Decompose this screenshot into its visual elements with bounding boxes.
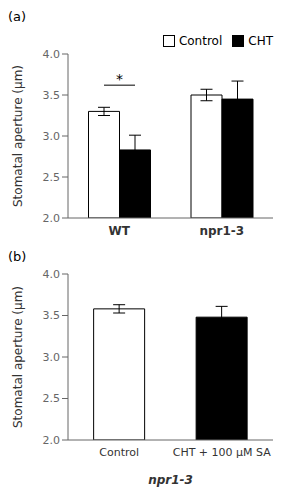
svg-text:Stomatal aperture (μm): Stomatal aperture (μm)	[11, 286, 25, 428]
svg-text:*: *	[116, 71, 123, 87]
svg-text:3.0: 3.0	[43, 130, 61, 143]
svg-text:3.0: 3.0	[43, 351, 61, 364]
svg-text:2.0: 2.0	[43, 434, 61, 447]
svg-text:npr1-3: npr1-3	[148, 473, 193, 487]
svg-text:4.0: 4.0	[43, 48, 61, 61]
html-text:(b): (b)	[8, 249, 27, 264]
html-text:(a): (a)	[8, 9, 27, 24]
svg-text:Stomatal aperture (μm): Stomatal aperture (μm)	[11, 65, 25, 207]
svg-text:WT: WT	[109, 224, 131, 238]
html-text:CHT: CHT	[248, 34, 273, 48]
svg-text:3.5: 3.5	[43, 309, 61, 322]
svg-text:4.0: 4.0	[43, 268, 61, 281]
svg-text:npr1-3: npr1-3	[199, 224, 244, 238]
svg-text:2.0: 2.0	[43, 212, 61, 225]
svg-text:Control: Control	[99, 446, 139, 459]
svg-text:CHT + 100 μM SA: CHT + 100 μM SA	[173, 446, 272, 459]
svg-text:2.5: 2.5	[43, 171, 61, 184]
svg-text:2.5: 2.5	[43, 392, 61, 405]
html-text:Control: Control	[178, 34, 223, 48]
svg-text:3.5: 3.5	[43, 89, 61, 102]
